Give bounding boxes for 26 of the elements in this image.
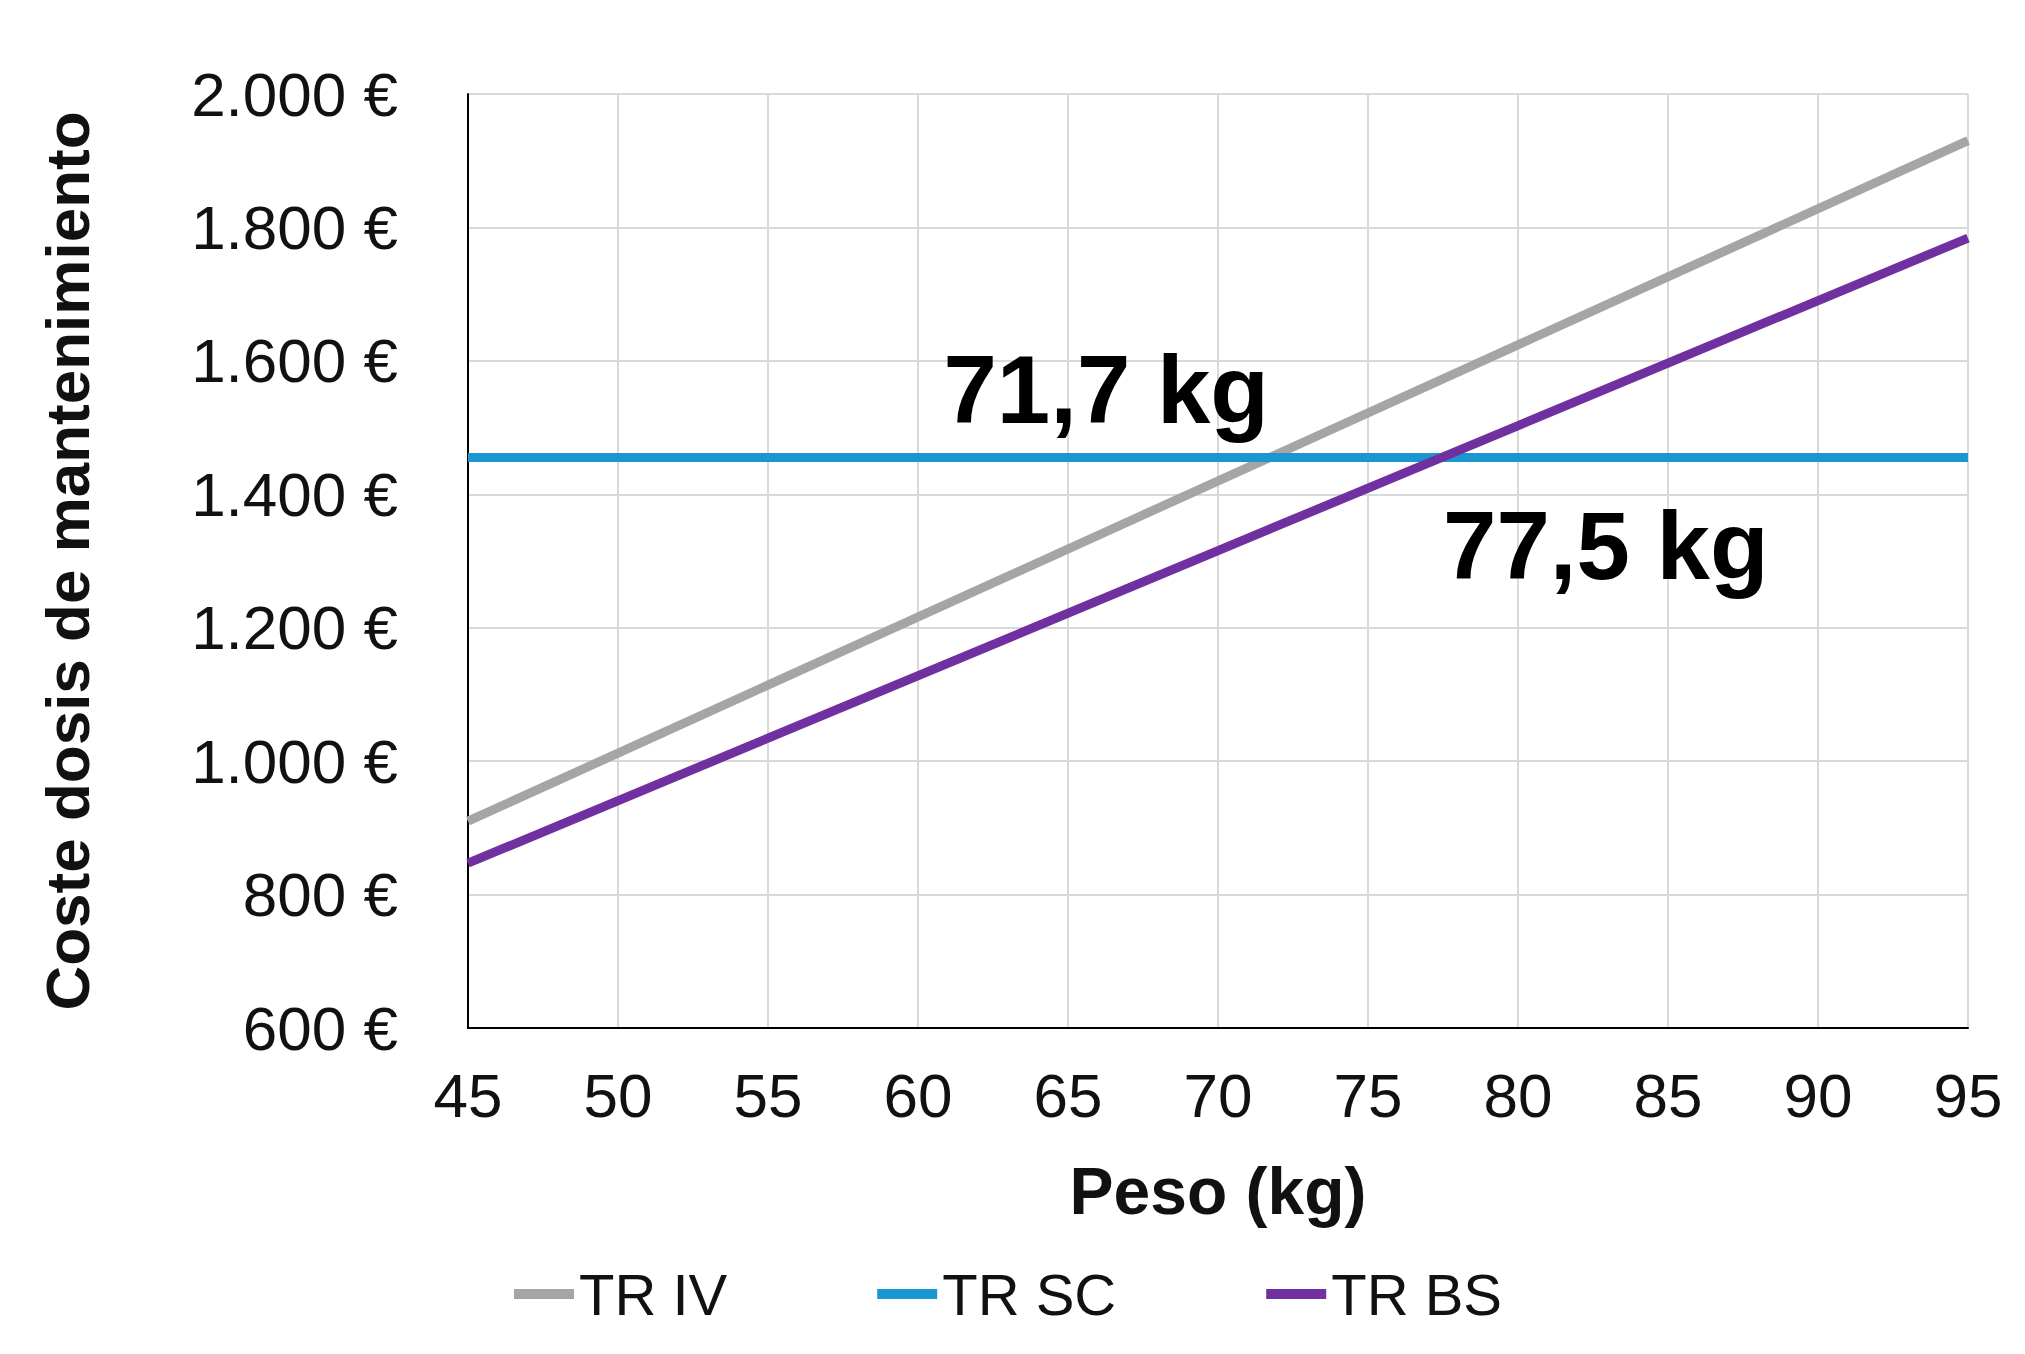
x-tick-label: 50 <box>583 1060 653 1130</box>
x-tick-label: 80 <box>1483 1060 1553 1130</box>
x-tick-label: 75 <box>1333 1060 1403 1130</box>
legend-label: TR SC <box>942 1261 1117 1327</box>
y-tick-label: 1.200 € <box>191 593 398 663</box>
x-tick-label: 90 <box>1783 1060 1853 1130</box>
y-tick-label: 600 € <box>242 993 398 1063</box>
x-tick-label: 70 <box>1183 1060 1253 1130</box>
y-tick-label: 2.000 € <box>191 59 398 129</box>
x-axis-title: Peso (kg) <box>1069 1154 1367 1228</box>
x-tick-label: 60 <box>883 1060 953 1130</box>
legend-label: TR IV <box>578 1261 728 1327</box>
y-tick-label: 1.800 € <box>191 192 398 262</box>
y-tick-label: 1.400 € <box>191 459 398 529</box>
y-tick-label: 1.600 € <box>191 326 398 396</box>
x-tick-label: 55 <box>733 1060 803 1130</box>
x-tick-label: 65 <box>1033 1060 1103 1130</box>
annotation: 77,5 kg <box>1443 492 1769 600</box>
y-tick-label: 1.000 € <box>191 726 398 796</box>
legend-label: TR BS <box>1331 1261 1503 1327</box>
x-tick-label: 45 <box>433 1060 503 1130</box>
annotation: 71,7 kg <box>943 336 1269 444</box>
y-tick-label: 800 € <box>242 860 398 930</box>
y-axis-title: Coste dosis de mantenimiento <box>32 111 102 1011</box>
x-tick-label: 85 <box>1633 1060 1703 1130</box>
x-tick-label: 95 <box>1933 1060 2003 1130</box>
